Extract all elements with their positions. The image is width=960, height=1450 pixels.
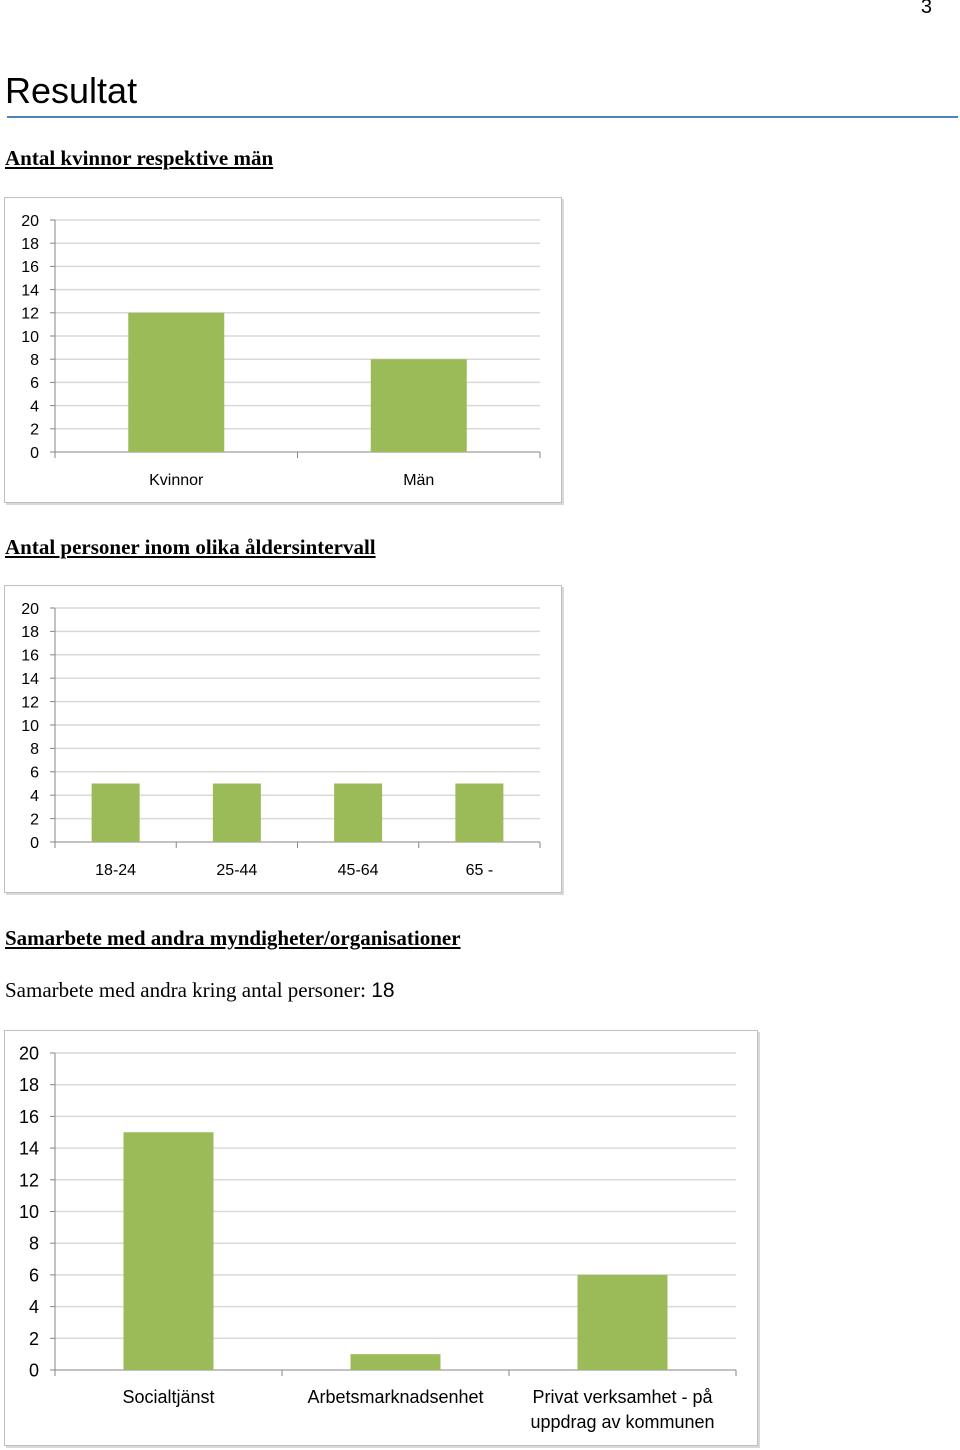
cooperation-bar	[123, 1132, 214, 1370]
age-y-tick-label: 14	[21, 671, 39, 688]
age-section-title: Antal personer inom olika åldersinterval…	[5, 535, 376, 559]
cooperation-y-tick-label: 6	[29, 1265, 39, 1285]
age-y-tick-label: 18	[21, 624, 39, 641]
age-chart: 0 2 4 6 8 10 12 14 16 18 20 18-24 25-44 45-64 65 -	[4, 585, 562, 893]
age-x-category-label: 18-24	[95, 862, 136, 879]
age-x-category-label: 65 -	[466, 862, 494, 879]
gender-chart-svg: 0 2 4 6 8 10 12 14 16 18 20 Kvinnor Män	[21, 213, 541, 489]
cooperation-x-category-label: Privat verksamhet - på	[532, 1387, 713, 1407]
page-number: 3	[920, 0, 932, 18]
age-bar	[212, 783, 261, 842]
age-y-tick-label: 8	[30, 741, 39, 758]
gender-section-title: Antal kvinnor respektive män	[5, 146, 274, 170]
gender-bar	[128, 312, 225, 452]
cooperation-x-category-label: Arbetsmarknadsenhet	[307, 1387, 483, 1407]
gender-y-tick-label: 16	[21, 259, 39, 276]
age-y-tick-label: 2	[30, 811, 39, 828]
gender-x-category-label: Män	[403, 472, 434, 489]
gender-y-tick-label: 20	[21, 213, 39, 230]
age-bar	[334, 783, 383, 842]
cooperation-y-tick-label: 10	[19, 1202, 39, 1222]
cooperation-y-tick-label: 20	[19, 1043, 39, 1063]
page-heading: Resultat	[5, 70, 138, 111]
age-y-tick-label: 20	[21, 601, 39, 618]
gender-y-tick-label: 10	[21, 329, 39, 346]
age-chart-svg: 0 2 4 6 8 10 12 14 16 18 20 18-24 25-44 45-64 65 -	[21, 601, 541, 879]
cooperation-y-tick-label: 14	[19, 1139, 39, 1159]
age-y-tick-label: 12	[21, 694, 39, 711]
gender-y-tick-label: 4	[30, 398, 39, 415]
age-bar	[455, 783, 504, 842]
gender-chart: 0 2 4 6 8 10 12 14 16 18 20 Kvinnor Män	[4, 197, 562, 503]
cooperation-chart-svg: 0 2 4 6 8 10 12 14 16 18 20 Socialtjänst Arbetsmarkn…	[19, 1043, 737, 1432]
gender-y-tick-label: 12	[21, 306, 39, 323]
cooperation-text-label: Samarbete med andra kring antal personer…	[5, 978, 372, 1002]
cooperation-chart: 0 2 4 6 8 10 12 14 16 18 20 Socialtjänst Arbetsmarkn…	[4, 1030, 758, 1446]
cooperation-y-tick-label: 18	[19, 1075, 39, 1095]
age-bar	[91, 783, 140, 842]
gender-bar	[370, 359, 467, 452]
age-y-tick-label: 0	[30, 835, 39, 852]
age-y-tick-label: 4	[30, 788, 39, 805]
cooperation-y-tick-label: 4	[29, 1297, 39, 1317]
cooperation-y-tick-label: 12	[19, 1170, 39, 1190]
heading-rule	[7, 116, 958, 118]
cooperation-count: 18	[371, 979, 395, 1002]
age-x-category-label: 45-64	[338, 862, 379, 879]
age-y-tick-label: 10	[21, 718, 39, 735]
age-y-tick-label: 16	[21, 648, 39, 665]
cooperation-y-tick-label: 8	[29, 1234, 39, 1254]
age-x-category-label: 25-44	[216, 862, 257, 879]
cooperation-bar	[577, 1274, 668, 1370]
cooperation-x-category-label: Socialtjänst	[122, 1387, 214, 1407]
gender-y-tick-label: 0	[30, 445, 39, 462]
gender-y-tick-label: 6	[30, 375, 39, 392]
cooperation-text: Samarbete med andra kring antal personer…	[5, 978, 395, 1003]
gender-x-category-label: Kvinnor	[149, 472, 204, 489]
cooperation-y-tick-label: 0	[29, 1360, 39, 1380]
gender-y-tick-label: 18	[21, 236, 39, 253]
gender-y-tick-label: 14	[21, 282, 39, 299]
cooperation-y-tick-label: 16	[19, 1107, 39, 1127]
cooperation-y-tick-label: 2	[29, 1329, 39, 1349]
cooperation-section-title: Samarbete med andra myndigheter/organisa…	[5, 926, 461, 950]
age-y-tick-label: 6	[30, 765, 39, 782]
cooperation-x-category-label: uppdrag av kommunen	[530, 1412, 714, 1432]
gender-y-tick-label: 2	[30, 422, 39, 439]
cooperation-bar	[350, 1354, 441, 1370]
gender-y-tick-label: 8	[30, 352, 39, 369]
